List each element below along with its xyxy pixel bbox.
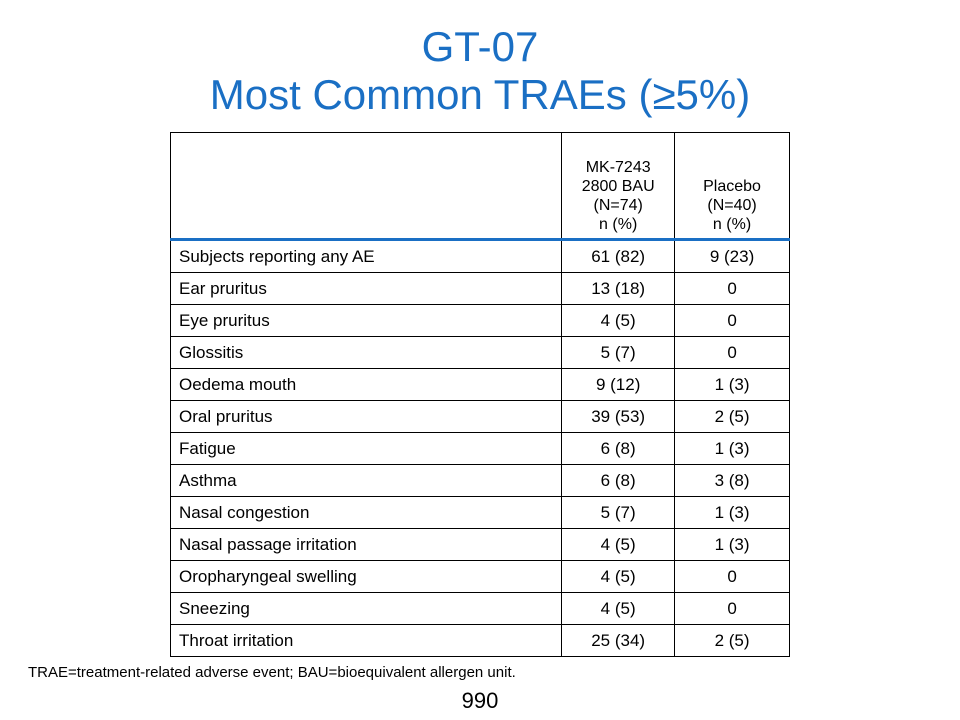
placebo-cell: 0 <box>674 272 790 305</box>
placebo-cell: 2 (5) <box>674 624 790 657</box>
header-mk7243-line: n (%) <box>599 216 638 233</box>
slide-title-line1: GT-07 <box>421 23 539 70</box>
mk7243-cell: 4 (5) <box>561 528 676 561</box>
event-cell: Ear pruritus <box>169 272 563 305</box>
table-row: Nasal congestion 5 (7) 1 (3) <box>169 496 790 529</box>
placebo-cell: 1 (3) <box>674 528 790 561</box>
footnote: TRAE=treatment-related adverse event; BA… <box>28 664 516 681</box>
placebo-cell: 9 (23) <box>674 239 790 273</box>
header-placebo-line: n (%) <box>712 216 752 233</box>
table-row: Glossitis 5 (7) 0 <box>169 336 790 369</box>
table-row: Subjects reporting any AE 61 (82) 9 (23) <box>169 239 790 273</box>
event-cell: Glossitis <box>169 336 563 369</box>
event-cell: Nasal congestion <box>169 496 563 529</box>
placebo-cell: 0 <box>674 304 790 337</box>
table-row: Ear pruritus 13 (18) 0 <box>169 272 790 305</box>
table-row: Asthma 6 (8) 3 (8) <box>169 464 790 497</box>
table-row: Nasal passage irritation 4 (5) 1 (3) <box>169 528 790 561</box>
event-cell: Oral pruritus <box>169 400 563 433</box>
header-placebo-cell: Placebo (N=40) n (%) <box>674 132 790 241</box>
mk7243-cell: 6 (8) <box>561 432 676 465</box>
event-cell: Oropharyngeal swelling <box>169 560 563 593</box>
event-cell: Throat irritation <box>169 624 563 657</box>
event-cell: Eye pruritus <box>169 304 563 337</box>
event-cell: Fatigue <box>169 432 563 465</box>
table-row: Oedema mouth 9 (12) 1 (3) <box>169 368 790 401</box>
table-row: Oropharyngeal swelling 4 (5) 0 <box>169 560 790 593</box>
table-body: Subjects reporting any AE 61 (82) 9 (23) Ea… <box>169 239 790 657</box>
placebo-cell: 1 (3) <box>674 368 790 401</box>
placebo-cell: 1 (3) <box>674 432 790 465</box>
mk7243-cell: 9 (12) <box>561 368 676 401</box>
placebo-cell: 1 (3) <box>674 496 790 529</box>
table-row: Eye pruritus 4 (5) 0 <box>169 304 790 337</box>
mk7243-cell: 4 (5) <box>561 560 676 593</box>
header-placebo-line: Placebo <box>703 178 761 195</box>
table-row: Throat irritation 25 (34) 2 (5) <box>169 624 790 657</box>
mk7243-cell: 61 (82) <box>561 239 676 273</box>
table-row: Oral pruritus 39 (53) 2 (5) <box>169 400 790 433</box>
event-cell: Asthma <box>169 464 563 497</box>
header-mk7243-line: 2800 BAU <box>581 178 655 195</box>
mk7243-cell: 6 (8) <box>561 464 676 497</box>
header-mk7243-line: (N=74) <box>593 197 643 214</box>
table-row: Sneezing 4 (5) 0 <box>169 592 790 625</box>
table-row: Fatigue 6 (8) 1 (3) <box>169 432 790 465</box>
event-cell: Oedema mouth <box>169 368 563 401</box>
event-cell: Subjects reporting any AE <box>169 239 563 273</box>
mk7243-cell: 25 (34) <box>561 624 676 657</box>
placebo-cell: 0 <box>674 336 790 369</box>
event-cell: Sneezing <box>169 592 563 625</box>
placebo-cell: 0 <box>674 560 790 593</box>
placebo-cell: 3 (8) <box>674 464 790 497</box>
mk7243-cell: 4 (5) <box>561 592 676 625</box>
mk7243-cell: 39 (53) <box>561 400 676 433</box>
mk7243-cell: 5 (7) <box>561 336 676 369</box>
placebo-cell: 0 <box>674 592 790 625</box>
adverse-events-table: MK-7243 2800 BAU (N=74) n (%) Placebo (N… <box>169 132 790 657</box>
table-header: MK-7243 2800 BAU (N=74) n (%) Placebo (N… <box>169 132 790 241</box>
slide-title-line2: Most Common TRAEs (≥5%) <box>209 71 751 118</box>
placebo-cell: 2 (5) <box>674 400 790 433</box>
mk7243-cell: 13 (18) <box>561 272 676 305</box>
mk7243-cell: 4 (5) <box>561 304 676 337</box>
header-event-cell <box>169 132 563 241</box>
mk7243-cell: 5 (7) <box>561 496 676 529</box>
header-mk7243-line: MK-7243 <box>585 159 651 176</box>
page-number: 990 <box>461 688 499 713</box>
header-placebo-line: (N=40) <box>707 197 757 214</box>
header-mk7243-cell: MK-7243 2800 BAU (N=74) n (%) <box>561 132 676 241</box>
event-cell: Nasal passage irritation <box>169 528 563 561</box>
